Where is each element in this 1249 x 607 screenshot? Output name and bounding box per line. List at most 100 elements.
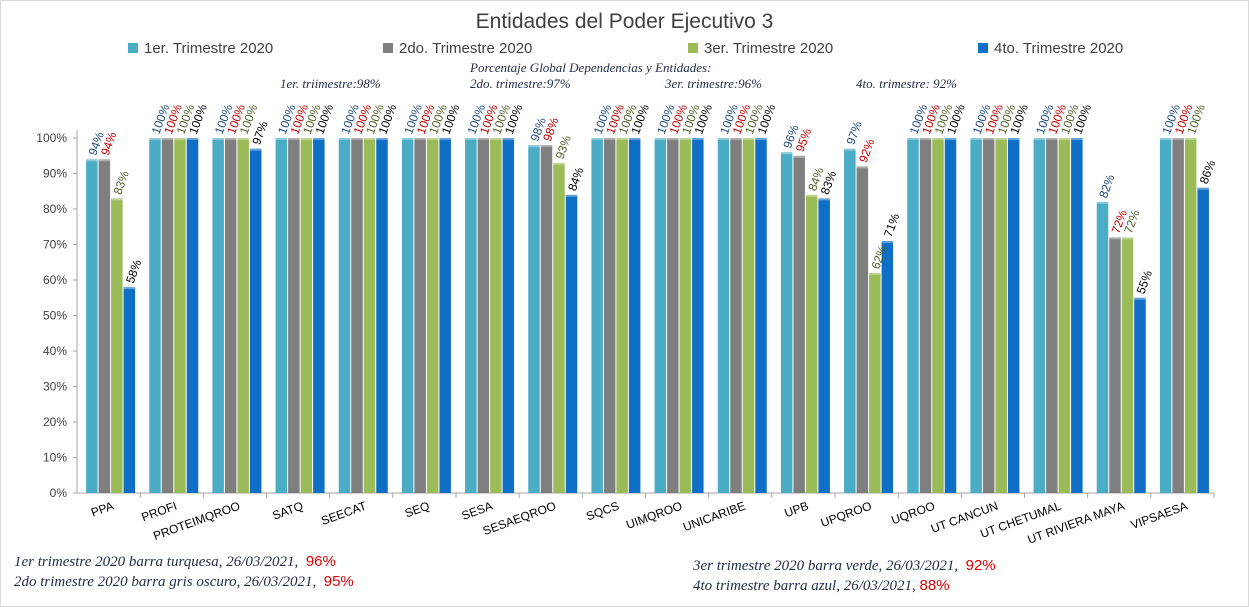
bar-highlight xyxy=(1134,297,1146,300)
bar-highlight xyxy=(439,138,451,140)
legend-item-q3: 3er. Trimestre 2020 xyxy=(688,40,833,57)
bar xyxy=(98,159,111,494)
y-tick-label: 0% xyxy=(50,486,68,500)
y-tick-label: 50% xyxy=(43,309,67,323)
footer-line-3-text: 3er trimestre 2020 barra verde, 26/03/20… xyxy=(693,558,959,574)
bar-highlight xyxy=(86,159,98,162)
bar xyxy=(742,138,755,493)
bar xyxy=(300,138,313,493)
bar xyxy=(805,194,818,494)
bar-highlight xyxy=(742,138,755,140)
bar-highlight xyxy=(313,138,325,140)
bar-highlight xyxy=(502,138,515,140)
bar-highlight xyxy=(376,138,388,140)
bars xyxy=(86,138,1209,494)
x-tick-label: SESA xyxy=(460,499,495,523)
footer-line-4-pct: 88% xyxy=(919,577,950,594)
bar-highlight xyxy=(414,138,426,140)
bar-highlight xyxy=(300,138,313,140)
legend-item-q4: 4to. Trimestre 2020 xyxy=(978,40,1123,57)
bar-highlight xyxy=(98,159,111,162)
bar xyxy=(944,138,957,493)
legend-item-q2: 2do. Trimestre 2020 xyxy=(383,40,532,57)
data-label: 82% xyxy=(1096,172,1117,200)
bar xyxy=(1109,237,1121,493)
bar xyxy=(970,138,982,493)
bar-highlight xyxy=(919,138,932,140)
legend-swatch-q2 xyxy=(383,43,393,53)
bar xyxy=(338,138,351,493)
bar-highlight xyxy=(679,138,692,140)
x-tick-label: UIMQROO xyxy=(624,499,684,532)
data-label: 92% xyxy=(856,137,877,165)
bar xyxy=(212,138,224,493)
y-tick-label: 80% xyxy=(43,202,67,216)
legend-label-q4: 4to. Trimestre 2020 xyxy=(994,40,1124,57)
bar xyxy=(249,148,262,493)
bar-highlight xyxy=(1046,138,1058,140)
bar xyxy=(111,198,123,493)
bar xyxy=(995,138,1007,493)
bar-highlight xyxy=(1096,201,1109,204)
bar-highlight xyxy=(465,138,477,140)
bar xyxy=(1058,138,1071,493)
bar xyxy=(426,138,439,493)
bar xyxy=(932,138,944,493)
bar-highlight xyxy=(553,162,565,165)
global-percentage-header: Porcentaje Global Dependencias y Entidad… xyxy=(470,60,712,75)
bar-highlight xyxy=(490,138,502,140)
bar-highlight xyxy=(603,138,616,140)
bar xyxy=(502,138,515,493)
bar xyxy=(1007,138,1020,493)
bar xyxy=(1071,138,1083,493)
bar-highlight xyxy=(477,138,490,140)
bar-highlight xyxy=(793,155,805,158)
footer-line-4-text: 4to trimestre barra azul, 26/03/2021, xyxy=(693,578,916,594)
footer-line-1: 1er trimestre 2020 barra turquesa, 26/03… xyxy=(14,553,336,571)
bar-highlight xyxy=(224,138,237,140)
bar-highlight xyxy=(1121,237,1134,240)
bar xyxy=(780,152,793,493)
legend-swatch-q3 xyxy=(688,43,698,53)
bar xyxy=(401,138,414,493)
data-label: 83% xyxy=(110,169,131,197)
y-tick-label: 90% xyxy=(43,167,67,181)
bar xyxy=(174,138,186,493)
bar-highlight xyxy=(288,138,300,140)
bar-highlight xyxy=(717,138,730,140)
legend-label-q3: 3er. Trimestre 2020 xyxy=(704,40,834,57)
bar-highlight xyxy=(970,138,982,140)
bar-highlight xyxy=(1197,187,1209,190)
y-tick-label: 100% xyxy=(36,131,67,145)
bar-highlight xyxy=(1159,138,1172,140)
bar xyxy=(465,138,477,493)
bar-highlight xyxy=(869,272,881,275)
legend-item-q1: 1er. Trimestre 2020 xyxy=(128,40,273,57)
x-tick-label: UPB xyxy=(782,499,810,521)
bar xyxy=(881,240,894,493)
x-tick-label: UNICARIBE xyxy=(681,499,747,535)
bar xyxy=(667,138,679,493)
bar xyxy=(869,272,881,493)
bar xyxy=(1134,297,1146,493)
data-label: 86% xyxy=(1197,158,1218,186)
bar xyxy=(982,138,995,493)
bar-highlight xyxy=(111,198,123,201)
legend-swatch-q4 xyxy=(978,43,988,53)
bar-highlight xyxy=(426,138,439,140)
bar-highlight xyxy=(780,152,793,155)
bar-highlight xyxy=(591,138,603,140)
bar xyxy=(844,148,856,493)
footer-line-1-pct: 96% xyxy=(305,553,336,570)
y-tick-label: 60% xyxy=(43,273,67,287)
data-label: 93% xyxy=(553,133,574,161)
bar xyxy=(477,138,490,493)
bar xyxy=(591,138,603,493)
bar-highlight xyxy=(149,138,161,140)
bar-highlight xyxy=(982,138,995,140)
bar xyxy=(856,166,869,493)
data-label: 71% xyxy=(881,211,902,239)
bar-highlight xyxy=(565,194,578,197)
y-tick-label: 10% xyxy=(43,451,67,465)
global-q3: 3er. trimestre:96% xyxy=(665,76,763,91)
